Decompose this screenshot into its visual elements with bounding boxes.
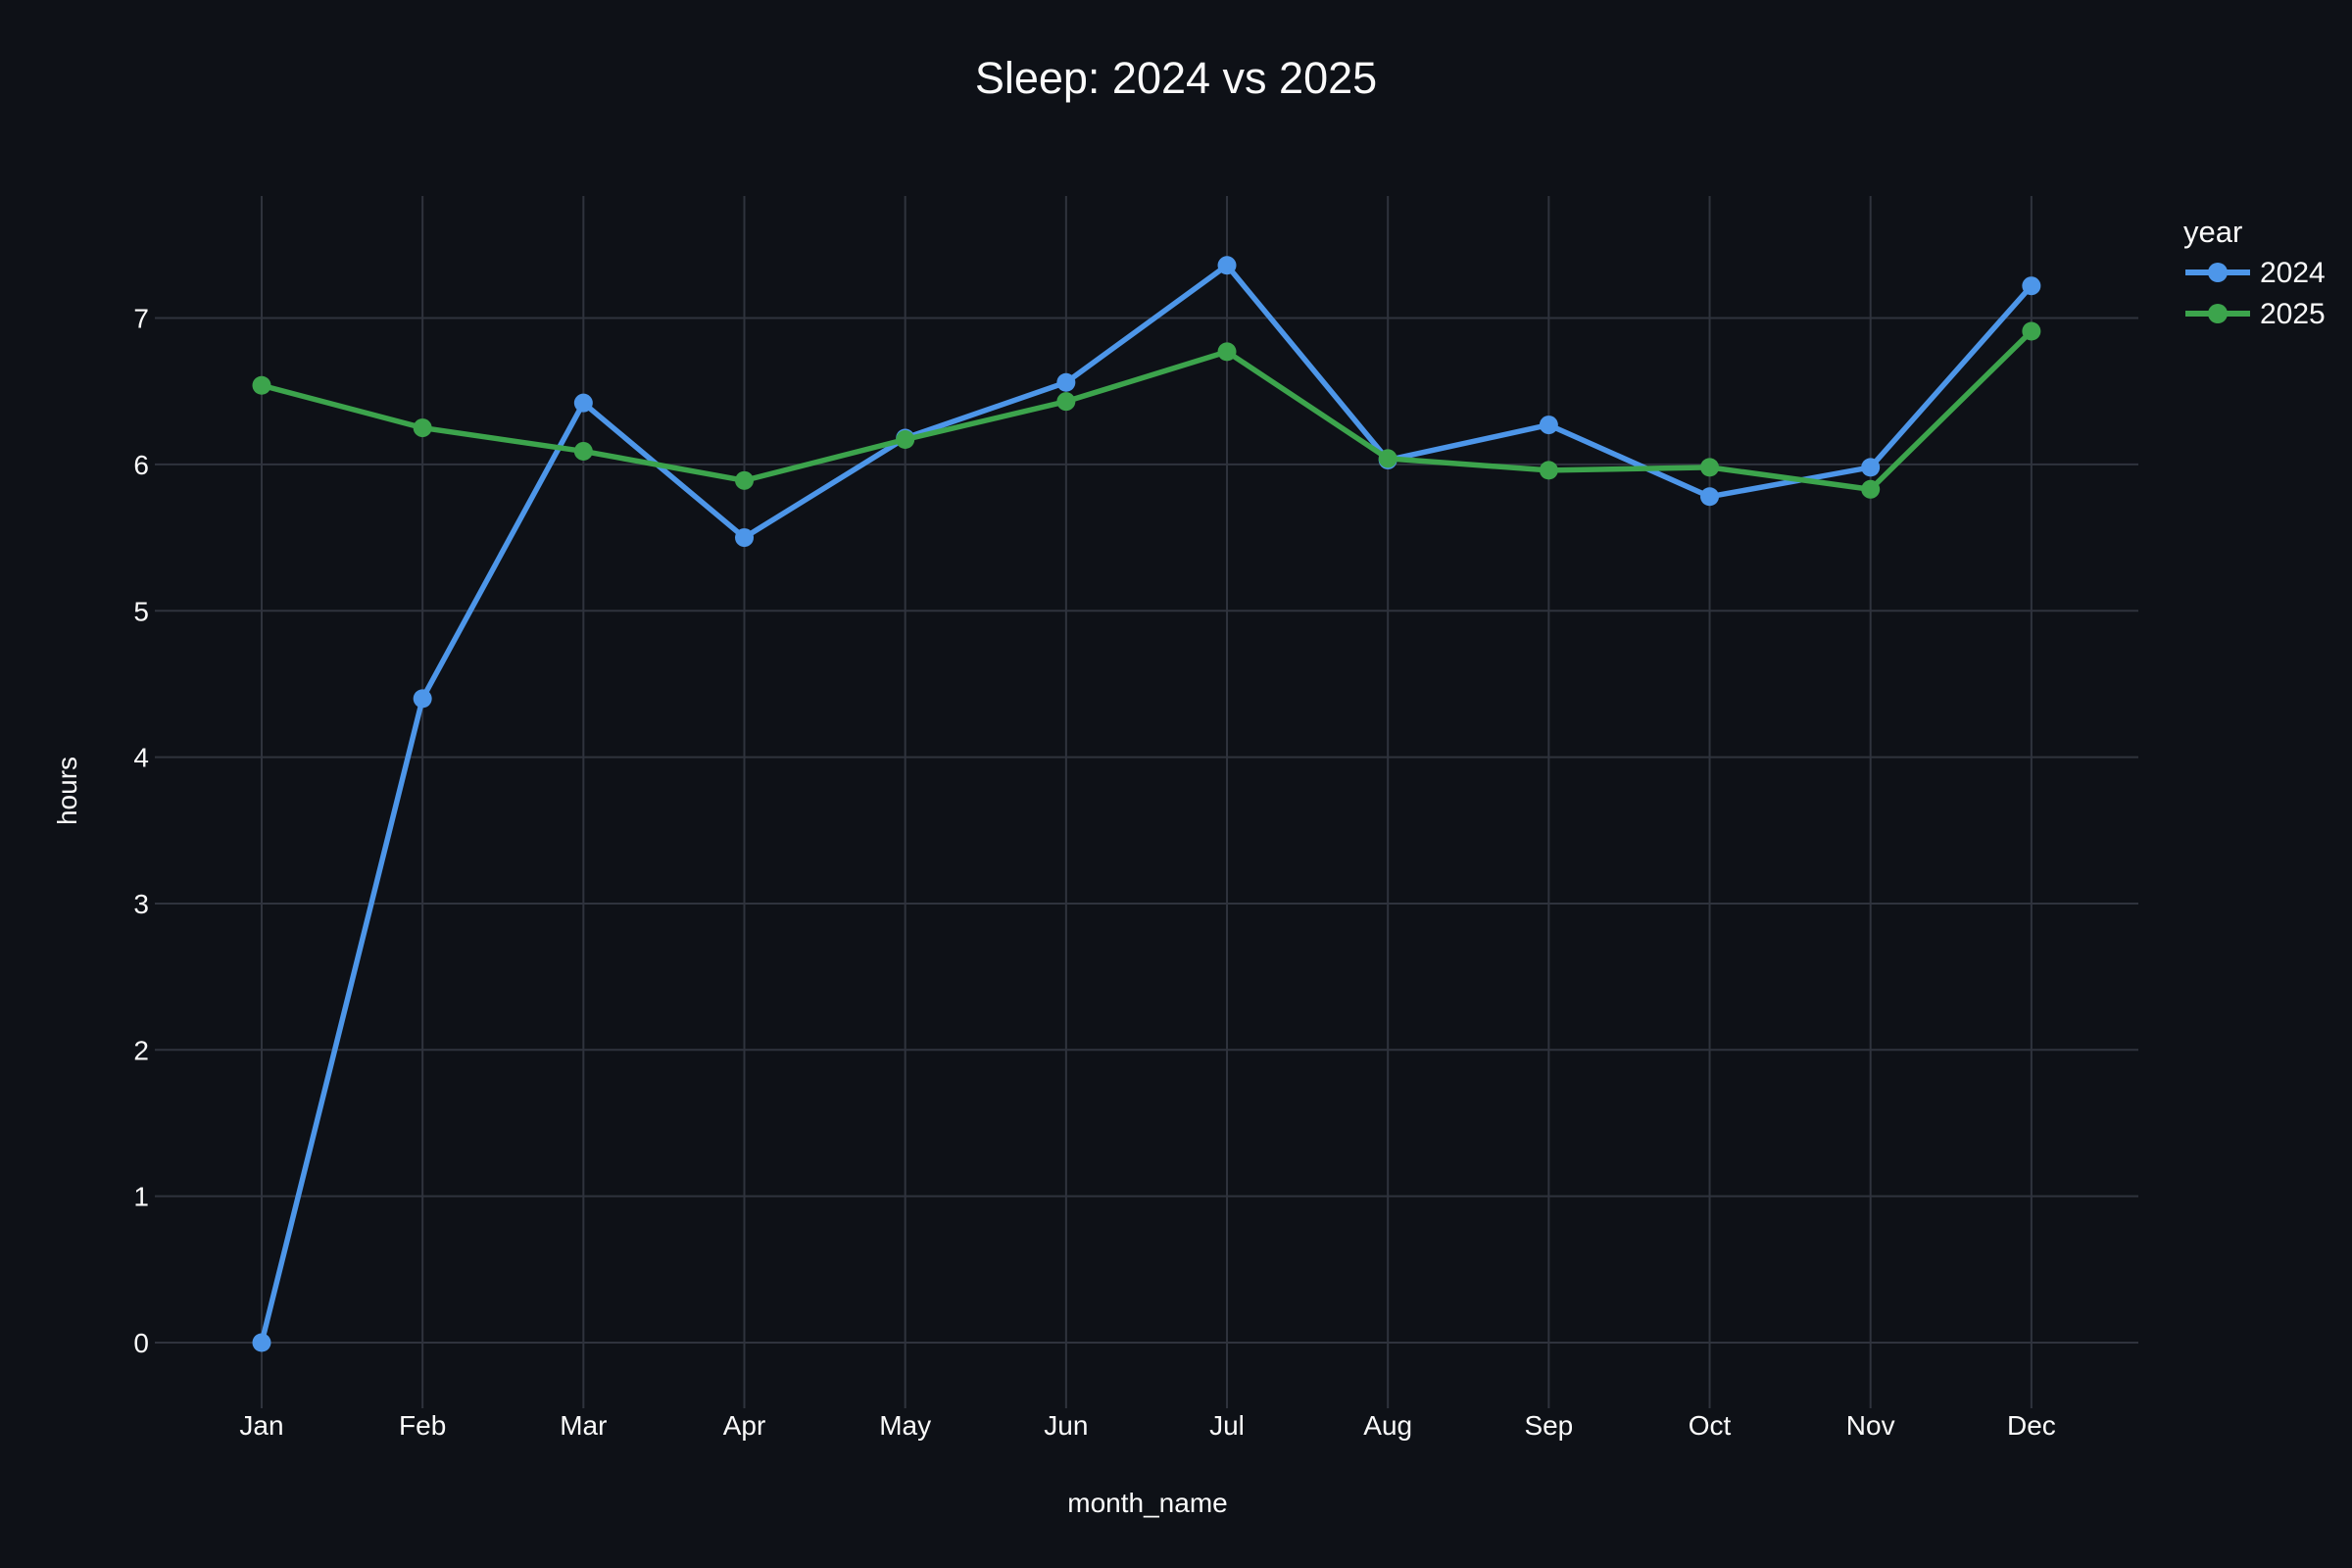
data-point-2025-Aug[interactable]: [1378, 449, 1397, 468]
x-tick-label: Feb: [399, 1410, 446, 1441]
data-point-2025-Sep[interactable]: [1539, 461, 1558, 480]
x-tick-label: Dec: [2007, 1410, 2056, 1441]
x-tick-label: Sep: [1524, 1410, 1573, 1441]
x-tick-label: Jul: [1209, 1410, 1245, 1441]
data-point-2025-Mar[interactable]: [573, 441, 593, 461]
series-line-2024: [259, 263, 2034, 1346]
data-point-2024-Jun[interactable]: [1056, 372, 1076, 392]
data-point-2025-Jul[interactable]: [1217, 342, 1237, 362]
legend-item-2025[interactable]: 2025: [2185, 298, 2326, 330]
y-tick-label: 0: [133, 1328, 149, 1358]
x-axis-title: month_name: [1067, 1488, 1227, 1518]
data-point-2024-Oct[interactable]: [1700, 487, 1720, 507]
series-lines: [252, 256, 2041, 1352]
x-tick-label: Jun: [1044, 1410, 1088, 1441]
x-tick-label: Jan: [239, 1410, 283, 1441]
data-point-2024-Mar[interactable]: [573, 393, 593, 413]
series-line-2025: [259, 328, 2034, 493]
legend-items: 2024 2025: [2185, 257, 2326, 330]
legend-item-label: 2024: [2260, 257, 2326, 289]
chart-title: Sleep: 2024 vs 2025: [975, 53, 1377, 103]
axis-tick-labels: 0 1 2 3 4 5 6 7 Jan Feb Mar Apr May Jun Jul Aug Sep Oct No…: [133, 304, 2055, 1441]
data-point-2024-Nov[interactable]: [1861, 458, 1881, 477]
legend-marker-swatch: [2208, 263, 2228, 282]
axis-ticks: [261, 1387, 2033, 1408]
x-tick-label: Mar: [560, 1410, 607, 1441]
data-point-2025-Oct[interactable]: [1700, 458, 1720, 477]
x-tick-label: Aug: [1363, 1410, 1412, 1441]
data-point-2025-May[interactable]: [896, 430, 915, 450]
x-tick-label: Apr: [723, 1410, 766, 1441]
y-tick-label: 1: [133, 1182, 149, 1212]
y-tick-label: 7: [133, 304, 149, 334]
x-tick-label: Oct: [1689, 1410, 1732, 1441]
data-point-2024-Feb[interactable]: [413, 689, 432, 709]
y-tick-label: 2: [133, 1035, 149, 1065]
y-tick-label: 3: [133, 889, 149, 919]
data-point-2025-Dec[interactable]: [2022, 321, 2041, 341]
data-point-2024-Sep[interactable]: [1539, 416, 1558, 435]
legend-item-2024[interactable]: 2024: [2185, 257, 2326, 289]
legend: year 2024 2025: [2183, 215, 2326, 330]
data-point-2025-Jan[interactable]: [252, 375, 271, 395]
data-point-2024-Dec[interactable]: [2022, 276, 2041, 296]
data-point-2024-Apr[interactable]: [735, 528, 755, 548]
data-point-2025-Feb[interactable]: [413, 418, 432, 438]
data-point-2024-Jan[interactable]: [252, 1333, 271, 1352]
y-axis-title: hours: [52, 757, 82, 825]
y-tick-label: 4: [133, 743, 149, 773]
y-tick-label: 6: [133, 450, 149, 480]
legend-marker-swatch: [2208, 304, 2228, 323]
legend-title: year: [2183, 215, 2242, 249]
x-tick-label: May: [879, 1410, 931, 1441]
y-tick-label: 5: [133, 596, 149, 626]
data-point-2025-Apr[interactable]: [735, 470, 755, 490]
data-point-2025-Jun[interactable]: [1056, 392, 1076, 412]
legend-item-label: 2025: [2260, 298, 2326, 330]
data-point-2024-Jul[interactable]: [1217, 256, 1237, 275]
x-tick-label: Nov: [1846, 1410, 1895, 1441]
data-point-2025-Nov[interactable]: [1861, 479, 1881, 499]
